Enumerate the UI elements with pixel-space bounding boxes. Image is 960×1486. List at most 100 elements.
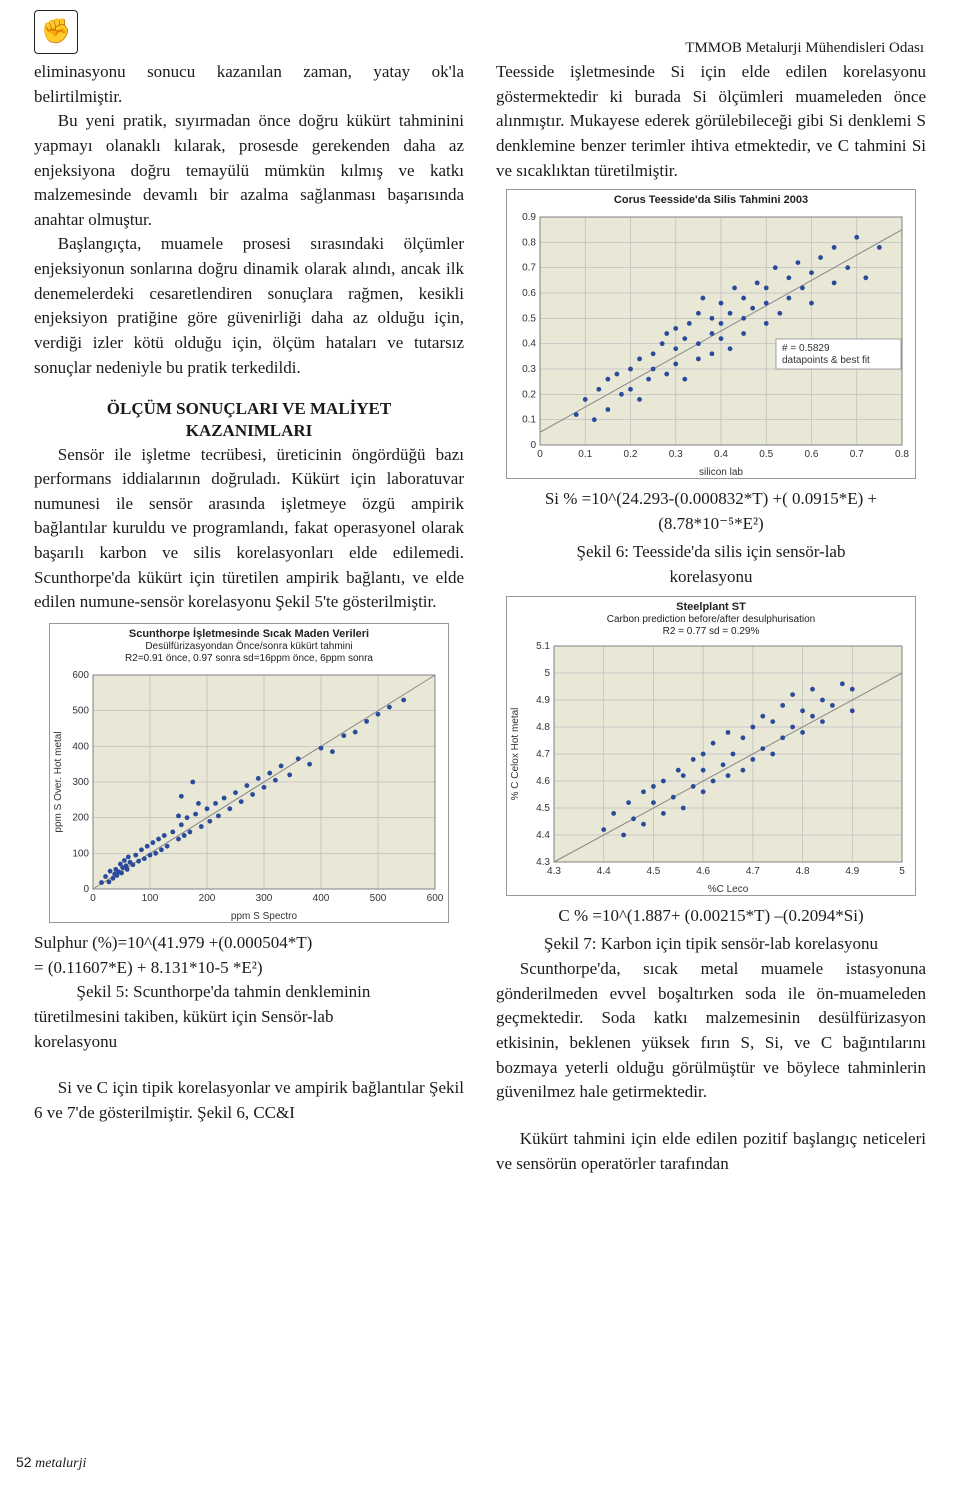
journal-name: metalurji bbox=[35, 1456, 86, 1471]
svg-text:0.5: 0.5 bbox=[522, 314, 536, 325]
left-column: eliminasyonu sonucu kazanılan zaman, yat… bbox=[34, 60, 464, 1176]
svg-text:100: 100 bbox=[142, 893, 159, 904]
page: ✊ TMMOB Metalurji Mühendisleri Odası eli… bbox=[0, 0, 960, 1486]
svg-text:4.7: 4.7 bbox=[536, 749, 550, 760]
eq-line: Sulphur (%)=10^(41.979 +(0.000504*T) bbox=[34, 933, 312, 952]
svg-text:200: 200 bbox=[199, 893, 216, 904]
svg-text:0.1: 0.1 bbox=[522, 415, 536, 426]
para: Bu yeni pratik, sıyırmadan önce doğru kü… bbox=[34, 109, 464, 232]
equation-7: C % =10^(1.887+ (0.00215*T) –(0.2094*Si) bbox=[496, 904, 926, 929]
svg-text:datapoints & best fit: datapoints & best fit bbox=[782, 355, 870, 366]
svg-text:4.9: 4.9 bbox=[845, 866, 859, 877]
svg-text:0: 0 bbox=[537, 449, 543, 460]
svg-text:% C Celox Hot metal: % C Celox Hot metal bbox=[510, 707, 521, 800]
svg-text:Steelplant ST: Steelplant ST bbox=[676, 601, 746, 613]
eq-line: Si % =10^(24.293-(0.000832*T) +( 0.0915*… bbox=[545, 489, 877, 508]
para: Si ve C için tipik korelasyonlar ve ampi… bbox=[34, 1076, 464, 1125]
caption-5: Şekil 5: Scunthorpe'da tahmin denklemini… bbox=[34, 980, 464, 1054]
equation-6: Si % =10^(24.293-(0.000832*T) +( 0.0915*… bbox=[496, 487, 926, 536]
svg-text:4.4: 4.4 bbox=[536, 830, 550, 841]
svg-text:ppm S Spectro: ppm S Spectro bbox=[231, 911, 298, 922]
svg-text:4.9: 4.9 bbox=[536, 695, 550, 706]
svg-text:0.6: 0.6 bbox=[805, 449, 819, 460]
section-title-line: ÖLÇÜM SONUÇLARI VE MALİYET bbox=[107, 399, 391, 418]
equation-5: Sulphur (%)=10^(41.979 +(0.000504*T) = (… bbox=[34, 931, 464, 980]
caption-line: Şekil 6: Teesside'da silis için sensör-l… bbox=[577, 542, 846, 561]
svg-text:R2=0.91 önce, 0.97 sonra sd=: R2=0.91 önce, 0.97 sonra sd=16ppm önce, … bbox=[125, 653, 373, 664]
svg-text:0.5: 0.5 bbox=[759, 449, 773, 460]
svg-text:100: 100 bbox=[72, 848, 89, 859]
caption-line: Şekil 7: Karbon için tipik sensör-lab ko… bbox=[544, 934, 878, 953]
svg-text:0.7: 0.7 bbox=[522, 263, 536, 274]
svg-text:0.6: 0.6 bbox=[522, 288, 536, 299]
svg-text:300: 300 bbox=[72, 777, 89, 788]
caption-line: Şekil 5: Scunthorpe'da tahmin denklemini… bbox=[77, 982, 371, 1001]
svg-text:4.7: 4.7 bbox=[746, 866, 760, 877]
svg-text:Desülfürizasyondan Önce/sonra: Desülfürizasyondan Önce/sonra kükürt tah… bbox=[145, 640, 352, 652]
svg-text:200: 200 bbox=[72, 813, 89, 824]
svg-text:0.4: 0.4 bbox=[714, 449, 728, 460]
eq-line: C % =10^(1.887+ (0.00215*T) –(0.2094*Si) bbox=[558, 906, 863, 925]
para: Başlangıçta, muamele prosesi sırasındaki… bbox=[34, 232, 464, 380]
svg-text:R2 = 0.77 sd = 0.29%: R2 = 0.77 sd = 0.29% bbox=[663, 626, 760, 637]
svg-text:500: 500 bbox=[72, 706, 89, 717]
svg-text:4.6: 4.6 bbox=[536, 776, 550, 787]
svg-text:0.3: 0.3 bbox=[669, 449, 683, 460]
figure-6: Corus Teesside'da Silis Tahmini 2003 0 0.1… bbox=[496, 189, 926, 479]
svg-text:0.1: 0.1 bbox=[578, 449, 592, 460]
svg-text:0.3: 0.3 bbox=[522, 364, 536, 375]
svg-text:Carbon prediction before/after: Carbon prediction before/after desulphur… bbox=[607, 614, 815, 625]
svg-text:ppm S Over. Hot metal: ppm S Over. Hot metal bbox=[53, 731, 64, 832]
eq-line: (8.78*10⁻⁵*E²) bbox=[658, 514, 763, 533]
caption-line: korelasyonu bbox=[669, 567, 752, 586]
svg-text:0: 0 bbox=[83, 884, 89, 895]
page-number: 52 bbox=[16, 1454, 32, 1470]
para: Scunthorpe'da, sıcak metal muamele istas… bbox=[496, 957, 926, 1105]
svg-text:400: 400 bbox=[313, 893, 330, 904]
svg-text:4.5: 4.5 bbox=[536, 803, 550, 814]
svg-text:0: 0 bbox=[530, 440, 536, 451]
para: Teesside işletmesinde Si için elde edile… bbox=[496, 60, 926, 183]
para: eliminasyonu sonucu kazanılan zaman, yat… bbox=[34, 60, 464, 109]
caption-line: korelasyonu bbox=[34, 1032, 117, 1051]
right-column: Teesside işletmesinde Si için elde edile… bbox=[496, 60, 926, 1176]
svg-text:300: 300 bbox=[256, 893, 273, 904]
svg-text:0.7: 0.7 bbox=[850, 449, 864, 460]
chart-6-svg: Corus Teesside'da Silis Tahmini 2003 0 0.1… bbox=[506, 189, 916, 479]
svg-text:4.3: 4.3 bbox=[536, 857, 550, 868]
svg-text:silicon lab: silicon lab bbox=[699, 467, 743, 478]
svg-text:4.6: 4.6 bbox=[696, 866, 710, 877]
chart-5-svg: Scunthorpe İşletmesinde Sıcak Maden Veri… bbox=[49, 623, 449, 923]
svg-text:%C Leco: %C Leco bbox=[708, 884, 749, 895]
logo-icon: ✊ bbox=[34, 10, 78, 54]
logo-glyph: ✊ bbox=[41, 15, 71, 50]
svg-text:0.8: 0.8 bbox=[895, 449, 909, 460]
para: Kükürt tahmini için elde edilen pozitif … bbox=[496, 1127, 926, 1176]
caption-line: türetilmesini takiben, kükürt için Sensö… bbox=[34, 1007, 333, 1026]
two-column-body: eliminasyonu sonucu kazanılan zaman, yat… bbox=[34, 60, 926, 1176]
svg-text:0.9: 0.9 bbox=[522, 212, 536, 223]
svg-text:4.5: 4.5 bbox=[646, 866, 660, 877]
section-title: ÖLÇÜM SONUÇLARI VE MALİYET KAZANIMLARI bbox=[34, 398, 464, 442]
svg-text:0: 0 bbox=[90, 893, 96, 904]
figure-5: Scunthorpe İşletmesinde Sıcak Maden Veri… bbox=[34, 623, 464, 923]
svg-text:5: 5 bbox=[899, 866, 905, 877]
svg-text:Corus Teesside'da Silis Tahmin: Corus Teesside'da Silis Tahmini 2003 bbox=[614, 194, 808, 206]
svg-text:# = 0.5829: # = 0.5829 bbox=[782, 343, 830, 354]
chart-7-svg: Steelplant STCarbon prediction before/af… bbox=[506, 596, 916, 896]
svg-text:0.8: 0.8 bbox=[522, 238, 536, 249]
section-title-line: KAZANIMLARI bbox=[186, 421, 313, 440]
svg-text:0.4: 0.4 bbox=[522, 339, 536, 350]
eq-line: = (0.11607*E) + 8.131*10-5 *E²) bbox=[34, 958, 263, 977]
svg-text:600: 600 bbox=[72, 670, 89, 681]
para: Sensör ile işletme tecrübesi, üreticinin… bbox=[34, 443, 464, 615]
svg-text:0.2: 0.2 bbox=[522, 390, 536, 401]
svg-text:600: 600 bbox=[427, 893, 444, 904]
caption-7: Şekil 7: Karbon için tipik sensör-lab ko… bbox=[496, 932, 926, 957]
svg-text:4.4: 4.4 bbox=[597, 866, 611, 877]
svg-text:4.8: 4.8 bbox=[796, 866, 810, 877]
svg-text:500: 500 bbox=[370, 893, 387, 904]
caption-6: Şekil 6: Teesside'da silis için sensör-l… bbox=[496, 540, 926, 589]
svg-text:4.8: 4.8 bbox=[536, 722, 550, 733]
header-org: TMMOB Metalurji Mühendisleri Odası bbox=[685, 38, 924, 60]
